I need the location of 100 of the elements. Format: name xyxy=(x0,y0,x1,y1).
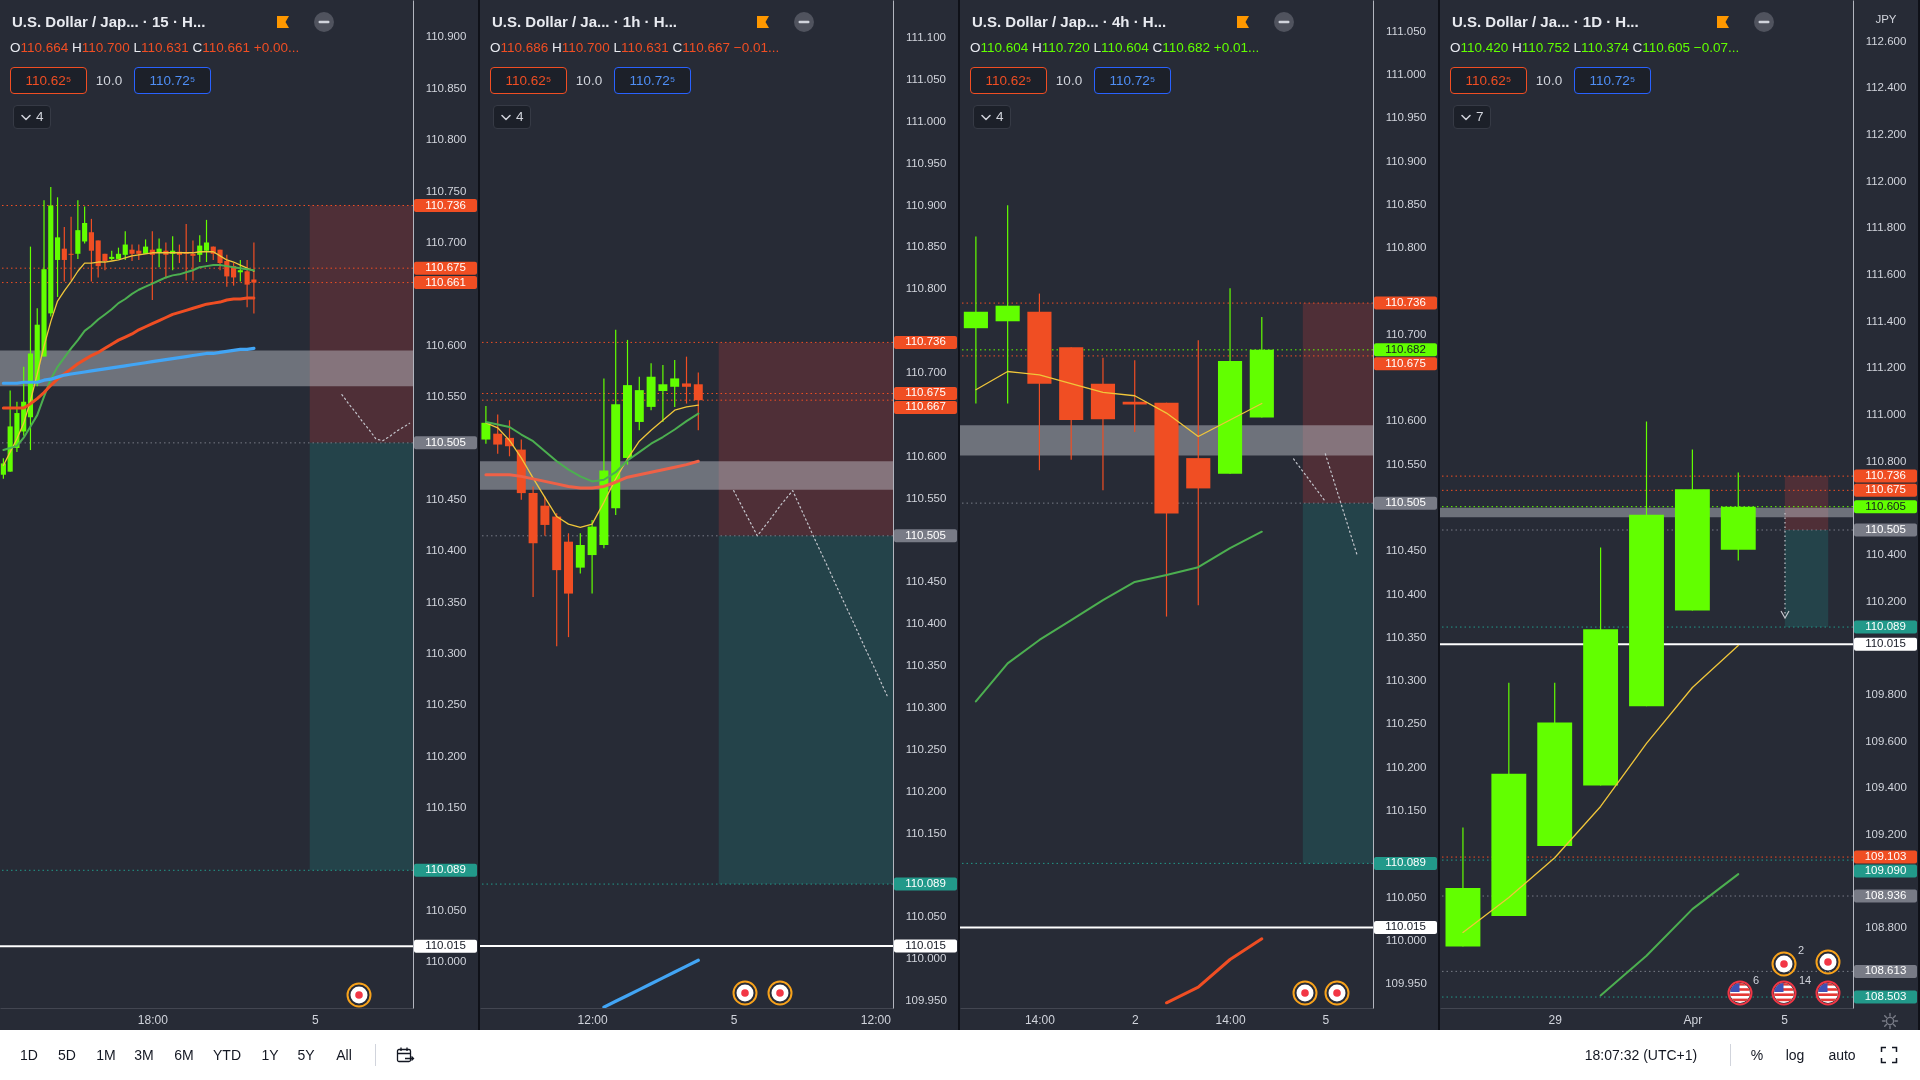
y-tick-label: 110.250 xyxy=(425,698,467,711)
annotation: 2 xyxy=(1798,944,1805,957)
text: 18:07:32 (UTC+1) xyxy=(1584,1047,1698,1064)
text: 1D xyxy=(20,1047,38,1064)
ref-line-label: 108.503 xyxy=(1864,990,1907,1003)
ref-line-label: 110.505 xyxy=(1865,523,1906,536)
candlestick xyxy=(54,196,61,298)
y-tick-label: 111.100 xyxy=(906,31,946,44)
annotation: 10.0 xyxy=(574,71,604,90)
text: O110.604 H110.720 L110.604 C110.682 +0.01... xyxy=(970,40,1260,55)
y-tick-label: 109.600 xyxy=(1865,734,1907,747)
ref-line-label: 110.675 xyxy=(425,261,466,274)
y-tick-label: 110.400 xyxy=(425,544,467,557)
y-tick-label: 110.350 xyxy=(905,659,947,672)
x-tick-label: 5 xyxy=(1781,1012,1789,1027)
annotation: 110.62⁵ xyxy=(1464,71,1513,90)
x-tick-label: Apr xyxy=(1683,1012,1703,1027)
y-tick-label: 110.750 xyxy=(425,184,467,197)
y-tick-label: 110.250 xyxy=(1385,717,1427,730)
ref-line-label: 110.089 xyxy=(425,863,466,876)
y-tick-label: 110.300 xyxy=(905,700,947,713)
y-tick-label: 109.950 xyxy=(1385,977,1427,990)
line-series xyxy=(1599,873,1740,997)
annotation: 14 xyxy=(1799,974,1812,987)
x-tick-label: 5 xyxy=(1322,1012,1330,1027)
ref-line-label: 110.505 xyxy=(905,528,946,541)
line-series xyxy=(733,490,888,697)
ref-line-label: 110.505 xyxy=(425,435,466,448)
x-tick-label: 14:00 xyxy=(1215,1012,1246,1027)
y-tick-label: 108.800 xyxy=(1865,921,1907,934)
y-tick-label: 110.050 xyxy=(1385,890,1427,903)
candlestick xyxy=(82,205,88,245)
y-tick-label: 112.400 xyxy=(1865,81,1907,94)
y-tick-label: 110.950 xyxy=(1385,111,1427,124)
y-tick-label: 110.150 xyxy=(1385,804,1427,817)
text: All xyxy=(336,1047,352,1064)
candlestick xyxy=(481,405,491,445)
y-tick-label: 112.600 xyxy=(1865,34,1907,47)
y-tick-label: 110.300 xyxy=(425,647,467,659)
y-tick-label: 110.850 xyxy=(1385,197,1427,210)
y-tick-label: 110.150 xyxy=(425,801,467,814)
text: O110.420 H110.752 L110.374 C110.605 −0.07... xyxy=(1450,40,1740,55)
ref-line-label: 110.089 xyxy=(905,877,946,890)
candlestick xyxy=(963,235,988,405)
y-tick-label: 110.450 xyxy=(425,492,467,505)
candlestick xyxy=(75,199,81,260)
y-tick-label: 111.800 xyxy=(1866,221,1906,234)
annotation: 10.0 xyxy=(1054,71,1084,90)
y-tick-label: 112.000 xyxy=(1865,174,1907,187)
y-tick-label: 110.900 xyxy=(905,198,947,211)
y-tick-label: 111.600 xyxy=(1866,268,1906,281)
text: O110.686 H110.700 L110.631 C110.667 −0.01... xyxy=(490,40,780,55)
candlestick xyxy=(658,364,668,423)
y-tick-label: 111.000 xyxy=(1866,408,1906,421)
y-tick-label: 110.900 xyxy=(1385,154,1427,167)
y-tick-label: 109.400 xyxy=(1865,781,1907,794)
text: 3M xyxy=(134,1047,154,1064)
x-tick-label: 5 xyxy=(730,1012,738,1027)
ref-line-label: 110.661 xyxy=(425,275,466,288)
y-tick-label: 110.400 xyxy=(1385,587,1427,600)
ref-line-label: 110.736 xyxy=(1385,296,1426,309)
text: auto xyxy=(1828,1047,1856,1064)
ref-line-label: 110.015 xyxy=(905,939,946,952)
annotation: 7 xyxy=(1476,109,1484,125)
ref-line-label: 110.675 xyxy=(1865,483,1906,496)
y-tick-label: 110.550 xyxy=(905,491,947,504)
y-tick-label: 110.200 xyxy=(1385,760,1427,773)
ref-line-label: 110.015 xyxy=(1385,920,1426,933)
ref-line-label: 110.015 xyxy=(425,939,466,952)
x-tick-label: 12:00 xyxy=(860,1012,892,1027)
y-tick-label: 110.050 xyxy=(425,903,467,916)
y-tick-label: 110.700 xyxy=(905,366,947,379)
x-tick-label: 2 xyxy=(1131,1012,1139,1027)
y-tick-label: 110.400 xyxy=(1865,548,1907,561)
annotation: 110.72⁵ xyxy=(148,71,197,90)
annotation: 4 xyxy=(996,109,1004,125)
ref-line-label: 110.682 xyxy=(1385,342,1426,355)
y-tick-label: 110.000 xyxy=(905,952,947,965)
y-tick-label: 110.850 xyxy=(905,240,947,253)
candlestick xyxy=(493,413,503,455)
ref-line-label: 110.015 xyxy=(1865,637,1906,650)
y-tick-label: 110.400 xyxy=(905,617,947,630)
y-axis-title: JPY xyxy=(1875,12,1897,25)
candlestick xyxy=(237,259,243,283)
line-series xyxy=(484,459,700,490)
annotation: 110.62⁵ xyxy=(24,71,73,90)
annotation: 10.0 xyxy=(1534,71,1564,90)
line-series xyxy=(602,958,700,1008)
text: YTD xyxy=(213,1047,241,1064)
y-tick-label: 112.200 xyxy=(1865,128,1907,141)
candlestick xyxy=(122,230,128,261)
y-tick-label: 111.400 xyxy=(1866,314,1906,327)
candlestick xyxy=(575,532,585,575)
text: % xyxy=(1750,1047,1764,1064)
y-tick-label: 110.200 xyxy=(425,749,467,762)
y-tick-label: 110.000 xyxy=(1385,933,1427,946)
annotation: 110.72⁵ xyxy=(1108,71,1157,90)
annotation: 110.62⁵ xyxy=(984,71,1033,90)
y-tick-label: 111.200 xyxy=(1866,361,1906,374)
x-tick-label: 5 xyxy=(311,1012,319,1027)
